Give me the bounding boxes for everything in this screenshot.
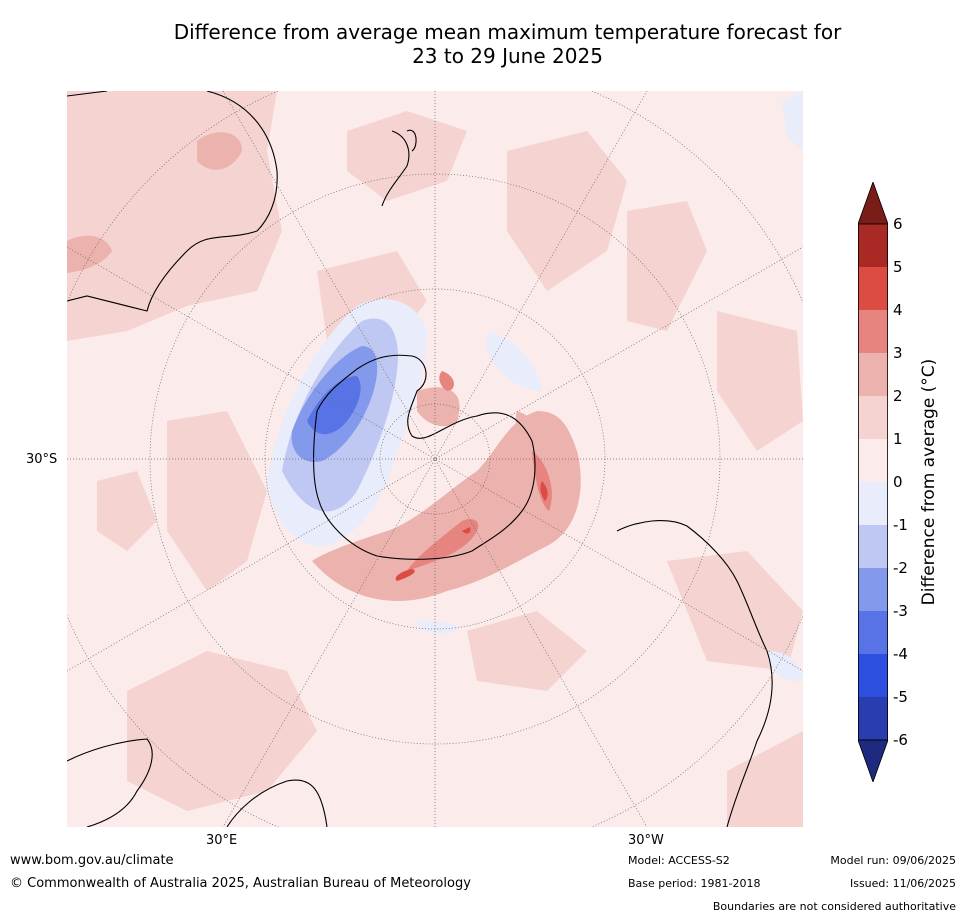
graticule xyxy=(67,91,803,827)
polar-map xyxy=(67,91,803,827)
colorbar xyxy=(857,180,889,784)
coastlines xyxy=(67,91,773,827)
colorbar-title: Difference from average (°C) xyxy=(919,358,939,606)
colorbar-segment xyxy=(858,353,888,396)
colorbar-segment xyxy=(858,310,888,353)
colorbar-segment xyxy=(858,611,888,654)
colorbar-frame xyxy=(858,223,889,741)
colorbar-segment xyxy=(858,224,888,267)
colorbar-svg xyxy=(857,180,889,784)
footer-model: Model: ACCESS-S2 xyxy=(628,854,730,867)
map-canvas xyxy=(67,91,803,827)
colorbar-tick-label: 5 xyxy=(893,258,903,276)
colorbar-tick-label: 6 xyxy=(893,215,903,233)
colorbar-segment xyxy=(858,697,888,740)
colorbar-tick-label: 1 xyxy=(893,430,903,448)
map-title: Difference from average mean maximum tem… xyxy=(60,20,955,68)
colorbar-tick-label: -6 xyxy=(893,731,908,749)
footer-disclaimer: Boundaries are not considered authoritat… xyxy=(712,900,956,913)
footer-issued: Issued: 11/06/2025 xyxy=(849,877,956,890)
warm-patch-west xyxy=(67,235,112,273)
colorbar-tick-label: -2 xyxy=(893,559,908,577)
colorbar-tick-label: 4 xyxy=(893,301,903,319)
colorbar-under-triangle xyxy=(857,739,889,784)
anomaly-band-3-5 xyxy=(395,371,552,581)
title-line-2: 23 to 29 June 2025 xyxy=(412,44,603,68)
colorbar-tick-label: -5 xyxy=(893,688,908,706)
cool-anomaly xyxy=(267,91,803,682)
lon-label-30e: 30°E xyxy=(206,833,238,848)
colorbar-segment xyxy=(858,439,888,482)
lon-label-30w: 30°W xyxy=(628,833,664,848)
lat-label-30s: 30°S xyxy=(26,452,58,467)
colorbar-tick-label: 0 xyxy=(893,473,903,491)
footer-copyright: © Commonwealth of Australia 2025, Austra… xyxy=(10,876,471,891)
title-line-1: Difference from average mean maximum tem… xyxy=(173,20,842,44)
colorbar-segment xyxy=(858,568,888,611)
colorbar-tick-label: -3 xyxy=(893,602,908,620)
colorbar-tick-label: 2 xyxy=(893,387,903,405)
footer-website: www.bom.gov.au/climate xyxy=(10,853,174,868)
colorbar-over-triangle xyxy=(857,180,889,225)
colorbar-segment xyxy=(858,525,888,568)
colorbar-segment xyxy=(858,482,888,525)
anomaly-band-2-3 xyxy=(312,411,581,601)
colorbar-tick-label: -1 xyxy=(893,516,908,534)
footer-model-run: Model run: 09/06/2025 xyxy=(830,854,956,867)
colorbar-segment xyxy=(858,396,888,439)
colorbar-segment xyxy=(858,654,888,697)
colorbar-tick-label: -4 xyxy=(893,645,908,663)
colorbar-tick-label: 3 xyxy=(893,344,903,362)
footer-base-period: Base period: 1981-2018 xyxy=(628,877,761,890)
colorbar-segment xyxy=(858,267,888,310)
